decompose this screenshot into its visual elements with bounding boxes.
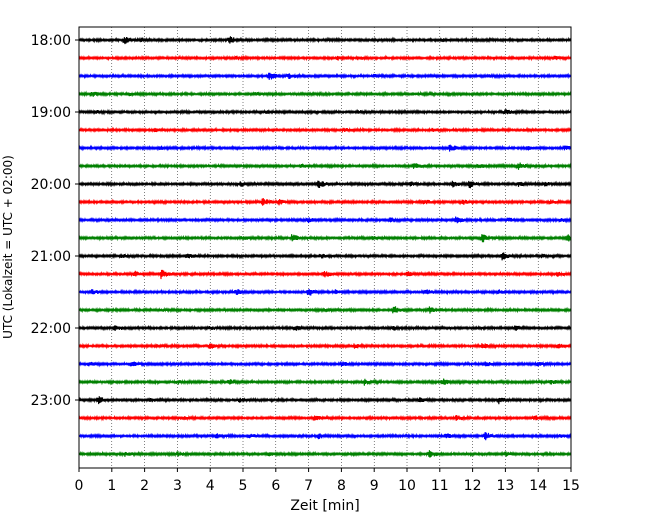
y-tick-label: 21:00 (31, 249, 71, 265)
trace-line (78, 162, 572, 170)
trace-line (78, 36, 572, 45)
trace-line (78, 108, 572, 116)
x-tick-label: 10 (398, 478, 416, 494)
x-tick-label: 9 (370, 478, 379, 494)
trace-line (78, 342, 572, 350)
trace-line (78, 72, 572, 80)
y-tick-label: 19:00 (31, 105, 71, 121)
trace-line (78, 269, 572, 280)
x-tick-label: 15 (562, 478, 580, 494)
trace-line (78, 396, 572, 405)
x-tick-label: 4 (206, 478, 215, 494)
trace-line (78, 198, 572, 206)
x-tick-label: 2 (140, 478, 149, 494)
trace-line (78, 360, 572, 368)
trace-line (78, 378, 572, 386)
x-tick-label: 6 (271, 478, 280, 494)
y-axis: 18:00 19:00 20:00 21:00 22:00 23:00 (31, 33, 79, 409)
trace-line (78, 144, 572, 152)
trace-line (78, 306, 572, 314)
trace-line (78, 288, 572, 296)
x-tick-label: 12 (464, 478, 482, 494)
y-axis-label: UTC (Lokalzeit = UTC + 02:00) (1, 155, 15, 339)
x-tick-label: 8 (337, 478, 346, 494)
trace-line (78, 90, 572, 98)
x-tick-label: 11 (431, 478, 449, 494)
x-tick-label: 13 (496, 478, 514, 494)
x-tick-label: 0 (75, 478, 84, 494)
x-axis: 0 1 2 3 4 5 6 7 8 9 10 11 12 13 14 15 (75, 468, 580, 494)
x-tick-label: 14 (529, 478, 547, 494)
x-tick-label: 5 (239, 478, 248, 494)
plot-frame (78, 26, 572, 469)
trace-line (78, 234, 572, 243)
trace-line (78, 324, 572, 332)
trace-line (78, 54, 572, 62)
trace-line (78, 216, 572, 224)
trace-line (78, 450, 572, 458)
x-tick-label: 7 (304, 478, 313, 494)
trace-line (78, 126, 572, 134)
trace-line (78, 414, 572, 422)
x-tick-label: 1 (107, 478, 116, 494)
x-tick-label: 3 (173, 478, 182, 494)
trace-layer (78, 36, 572, 458)
y-tick-label: 23:00 (31, 393, 71, 409)
y-tick-label: 18:00 (31, 33, 71, 49)
y-tick-label: 20:00 (31, 177, 71, 193)
x-axis-label: Zeit [min] (290, 498, 359, 514)
trace-line (78, 180, 572, 189)
trace-line (78, 431, 572, 441)
trace-line (78, 252, 572, 261)
y-tick-label: 22:00 (31, 321, 71, 337)
